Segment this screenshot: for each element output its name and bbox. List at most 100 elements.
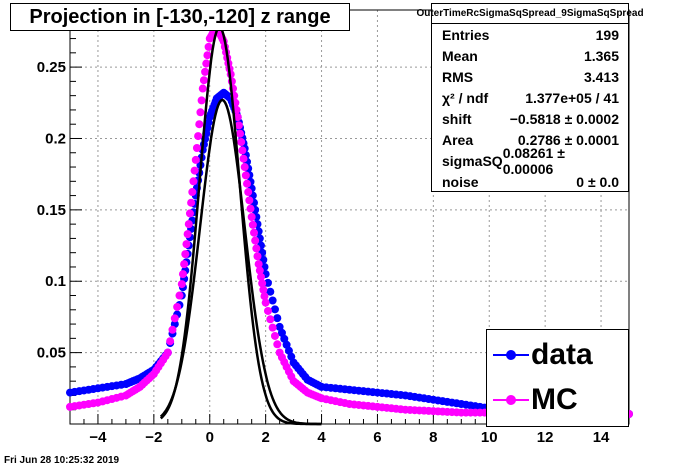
- stats-value: 0.08261 ± 0.00006: [502, 144, 565, 177]
- point-mc: [185, 209, 194, 218]
- fit-curve-2: [159, 98, 322, 426]
- x-tick-label: 14: [593, 429, 610, 446]
- point-mc: [239, 154, 248, 163]
- point-mc: [234, 121, 243, 130]
- point-mc: [233, 113, 242, 122]
- x-tick-label: 10: [481, 429, 498, 446]
- x-tick-label: 12: [537, 429, 554, 446]
- point-mc: [201, 67, 210, 76]
- point-mc: [238, 146, 247, 155]
- point-mc: [250, 228, 259, 237]
- fit-curves: [159, 25, 322, 426]
- x-tick-label: 4: [317, 429, 326, 446]
- point-mc: [259, 285, 268, 294]
- chart-title-box: Projection in [-130,-120] z range: [10, 3, 350, 31]
- point-mc: [182, 240, 191, 249]
- point-mc: [258, 279, 267, 288]
- stats-row-chi2: χ² / ndf 1.377e+05 / 41: [432, 87, 628, 108]
- stats-label: Mean: [442, 47, 478, 64]
- point-mc: [240, 163, 249, 172]
- point-mc: [251, 236, 260, 245]
- x-tick-label: 6: [373, 429, 381, 446]
- timestamp-footer: Fri Jun 28 10:25:32 2019: [4, 455, 120, 466]
- point-mc: [175, 291, 184, 300]
- x-tick-label: −2: [145, 429, 162, 446]
- point-mc: [163, 348, 172, 357]
- point-mc: [263, 306, 272, 315]
- stats-value: 199: [595, 26, 619, 43]
- point-mc: [195, 120, 204, 129]
- axes: −4 −2 0 2 4 6 8 10 12 14 0.05 0.1 0.15 0.2 0.25: [37, 9, 630, 446]
- point-mc: [197, 96, 206, 105]
- point-mc: [266, 315, 275, 324]
- point-mc: [261, 298, 270, 307]
- point-mc: [268, 323, 277, 332]
- point-mc: [190, 166, 199, 175]
- point-mc: [273, 340, 282, 349]
- point-data: [270, 305, 279, 314]
- stats-value: 0 ± 0.0: [576, 173, 619, 190]
- point-mc: [248, 220, 257, 229]
- stats-value: 1.365: [583, 47, 619, 64]
- point-mc: [241, 171, 250, 180]
- point-data: [273, 314, 282, 323]
- stats-value: 1.377e+05 / 41: [525, 89, 619, 106]
- y-tick-label: 0.1: [45, 273, 66, 290]
- legend-label-data: data: [531, 338, 593, 371]
- point-mc: [184, 220, 193, 229]
- point-mc: [203, 51, 212, 60]
- point-mc: [260, 292, 269, 301]
- point-mc: [194, 132, 203, 141]
- stats-row-mean: Mean 1.365: [432, 45, 628, 66]
- point-mc: [202, 59, 211, 68]
- point-mc: [244, 188, 253, 197]
- point-mc: [247, 213, 256, 221]
- x-tick-label: 0: [206, 429, 214, 446]
- stats-label: Area: [442, 131, 474, 148]
- stats-row-shift: shift −0.5818 ± 0.0002: [432, 108, 628, 129]
- point-mc: [191, 155, 200, 164]
- stats-row-area: Area 0.2786 ± 0.0001: [432, 129, 628, 150]
- point-mc: [188, 188, 197, 197]
- stats-row-sigmasq: sigmaSQ 0.08261 ± 0.00006: [432, 145, 628, 177]
- stats-header: OuterTimeRcSigmaSqSpread_9SigmaSqSpread: [416, 4, 644, 24]
- stats-box: OuterTimeRcSigmaSqSpread_9SigmaSqSpread …: [416, 3, 644, 192]
- stats-label: χ² / ndf: [442, 89, 489, 106]
- point-mc: [192, 144, 201, 152]
- y-tick-label: 0.25: [37, 59, 66, 76]
- legend-label-mc: MC: [531, 383, 578, 416]
- stats-value: 0.2786 ± 0.0001: [517, 131, 619, 148]
- point-mc: [168, 325, 177, 334]
- point-mc: [270, 331, 279, 340]
- point-mc: [173, 302, 182, 311]
- stats-label: Entries: [442, 26, 490, 43]
- x-tick-label: −4: [89, 429, 107, 446]
- point-mc: [170, 314, 179, 323]
- point-mc: [180, 260, 189, 269]
- x-tick-label: 8: [429, 429, 437, 446]
- point-mc: [166, 337, 175, 346]
- point-mc: [178, 270, 187, 279]
- point-mc: [189, 177, 198, 186]
- point-data: [266, 287, 275, 296]
- stats-value: 3.413: [583, 68, 619, 85]
- stats-label: shift: [442, 110, 472, 127]
- legend-marker-mc: [493, 390, 529, 410]
- stats-row-noise: noise 0 ± 0.0: [432, 171, 628, 192]
- point-data: [263, 278, 272, 287]
- y-tick-label: 0.05: [37, 345, 66, 362]
- x-tick-label: 2: [261, 429, 269, 446]
- y-tick-label: 0.2: [45, 130, 66, 147]
- point-mc: [255, 266, 264, 275]
- y-tick-label: 0.15: [37, 202, 66, 219]
- point-data: [268, 296, 277, 305]
- point-mc: [252, 244, 261, 253]
- legend-entry-mc: MC: [487, 380, 578, 420]
- point-mc: [196, 108, 205, 117]
- stats-label: noise: [442, 173, 479, 190]
- stats-row-rms: RMS 3.413: [432, 66, 628, 87]
- stats-label: sigmaSQ: [442, 152, 503, 169]
- stats-row-entries: Entries 199: [432, 24, 628, 45]
- stats-value: −0.5818 ± 0.0002: [509, 110, 619, 127]
- point-mc: [243, 179, 252, 188]
